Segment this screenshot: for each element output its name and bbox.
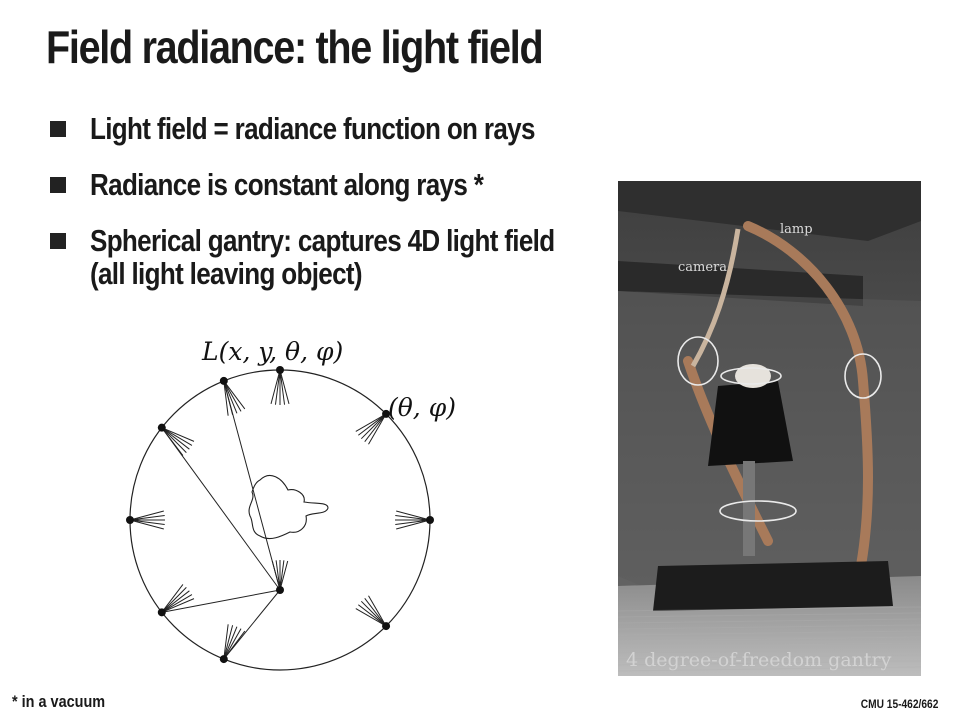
ray-line (161, 590, 190, 613)
ray-line (161, 598, 195, 613)
ray-line (129, 519, 165, 526)
gantry-photo: lamp camera 4 degree-of-freedom gantry (618, 181, 921, 676)
bullet-line-2: (all light leaving object) (90, 256, 363, 291)
bullet-square-icon (50, 233, 66, 249)
floor-texture-line (618, 666, 921, 672)
slide-title: Field radiance: the light field (46, 21, 544, 73)
ray-line (223, 380, 238, 414)
ray-line (358, 413, 387, 436)
ray-line (161, 584, 184, 613)
floor-texture-line (618, 636, 921, 642)
ray-line (360, 413, 387, 440)
ray-line (279, 560, 289, 591)
bullet-line-1: Spherical gantry: captures 4D light fiel… (90, 223, 555, 258)
sample-point (426, 516, 434, 524)
floor-texture-line (618, 606, 921, 612)
lamp-label: lamp (780, 222, 813, 237)
ray-line (355, 608, 387, 627)
ray-line (358, 604, 387, 627)
floor-texture-line (618, 654, 921, 660)
function-label: L(x, y, θ, φ) (201, 337, 343, 366)
object-outline (248, 475, 329, 540)
ray-line (368, 595, 387, 627)
ray-line (129, 514, 165, 521)
ray-line (279, 560, 285, 591)
bullet-text: Radiance is constant along rays * (90, 167, 484, 202)
ray-line (161, 427, 195, 442)
ray-line (223, 624, 229, 660)
bullet-square-icon (50, 121, 66, 137)
ray-line (161, 427, 281, 591)
light-field-diagram: L(x, y, θ, φ) (θ, φ) (126, 337, 456, 671)
camera-label: camera (678, 260, 727, 275)
ray-line (396, 510, 431, 521)
ray-line (223, 625, 234, 660)
floor-texture-line (618, 660, 921, 666)
ray-line (395, 514, 431, 521)
floor-texture-line (618, 630, 921, 636)
sample-point (276, 586, 284, 594)
bullet-list: Light field = radiance function on rays … (46, 112, 643, 313)
ray-line (161, 427, 190, 450)
ray-line (274, 369, 281, 405)
ray-line (129, 510, 164, 521)
sample-point (157, 608, 166, 617)
floor-texture-line (618, 648, 921, 654)
ray-line (223, 380, 246, 410)
sample-point (219, 376, 228, 385)
sample-point (157, 423, 166, 432)
ray-line (275, 560, 281, 591)
floor-texture-line (618, 624, 921, 630)
sample-point (219, 655, 228, 664)
bullet-text: Spherical gantry: captures 4D light fiel… (90, 223, 555, 291)
angle-label: (θ, φ) (388, 393, 456, 422)
ray-line (223, 380, 229, 416)
ray-line (161, 589, 281, 613)
bullet-item: Spherical gantry: captures 4D light fiel… (46, 224, 643, 290)
ray-line (368, 413, 387, 445)
sample-point (126, 516, 134, 524)
ray-line (279, 369, 286, 405)
ray-line (129, 519, 164, 530)
ray-line (279, 369, 290, 404)
ray-line (223, 380, 281, 591)
ray-line (395, 519, 431, 526)
bullet-item: Light field = radiance function on rays (46, 112, 643, 145)
bullet-text: Light field = radiance function on rays (90, 111, 535, 146)
ray-line (161, 427, 193, 446)
ray-line (360, 600, 387, 627)
photo-caption: 4 degree-of-freedom gantry (626, 649, 892, 671)
floor-texture-line (618, 618, 921, 624)
ray-line (223, 380, 242, 412)
ray-line (270, 369, 281, 404)
ray-line (396, 519, 431, 530)
ray-line (161, 587, 187, 613)
bullet-square-icon (50, 177, 66, 193)
footnote: * in a vacuum (12, 692, 106, 711)
ray-line (355, 413, 387, 432)
floor-texture-line (618, 612, 921, 618)
ray-line (161, 594, 193, 613)
ray-line (364, 598, 387, 627)
floor-texture-line (618, 642, 921, 648)
ray-line (223, 589, 281, 660)
bullet-item: Radiance is constant along rays * (46, 168, 643, 201)
ray-line (364, 413, 387, 442)
sample-point (382, 622, 391, 631)
ray-line (223, 628, 242, 660)
ray-line (223, 626, 238, 660)
ray-line (271, 560, 281, 591)
ray-line (161, 427, 187, 453)
sample-point (382, 409, 391, 418)
course-label: CMU 15-462/662 (860, 697, 938, 711)
sample-point (276, 366, 284, 374)
